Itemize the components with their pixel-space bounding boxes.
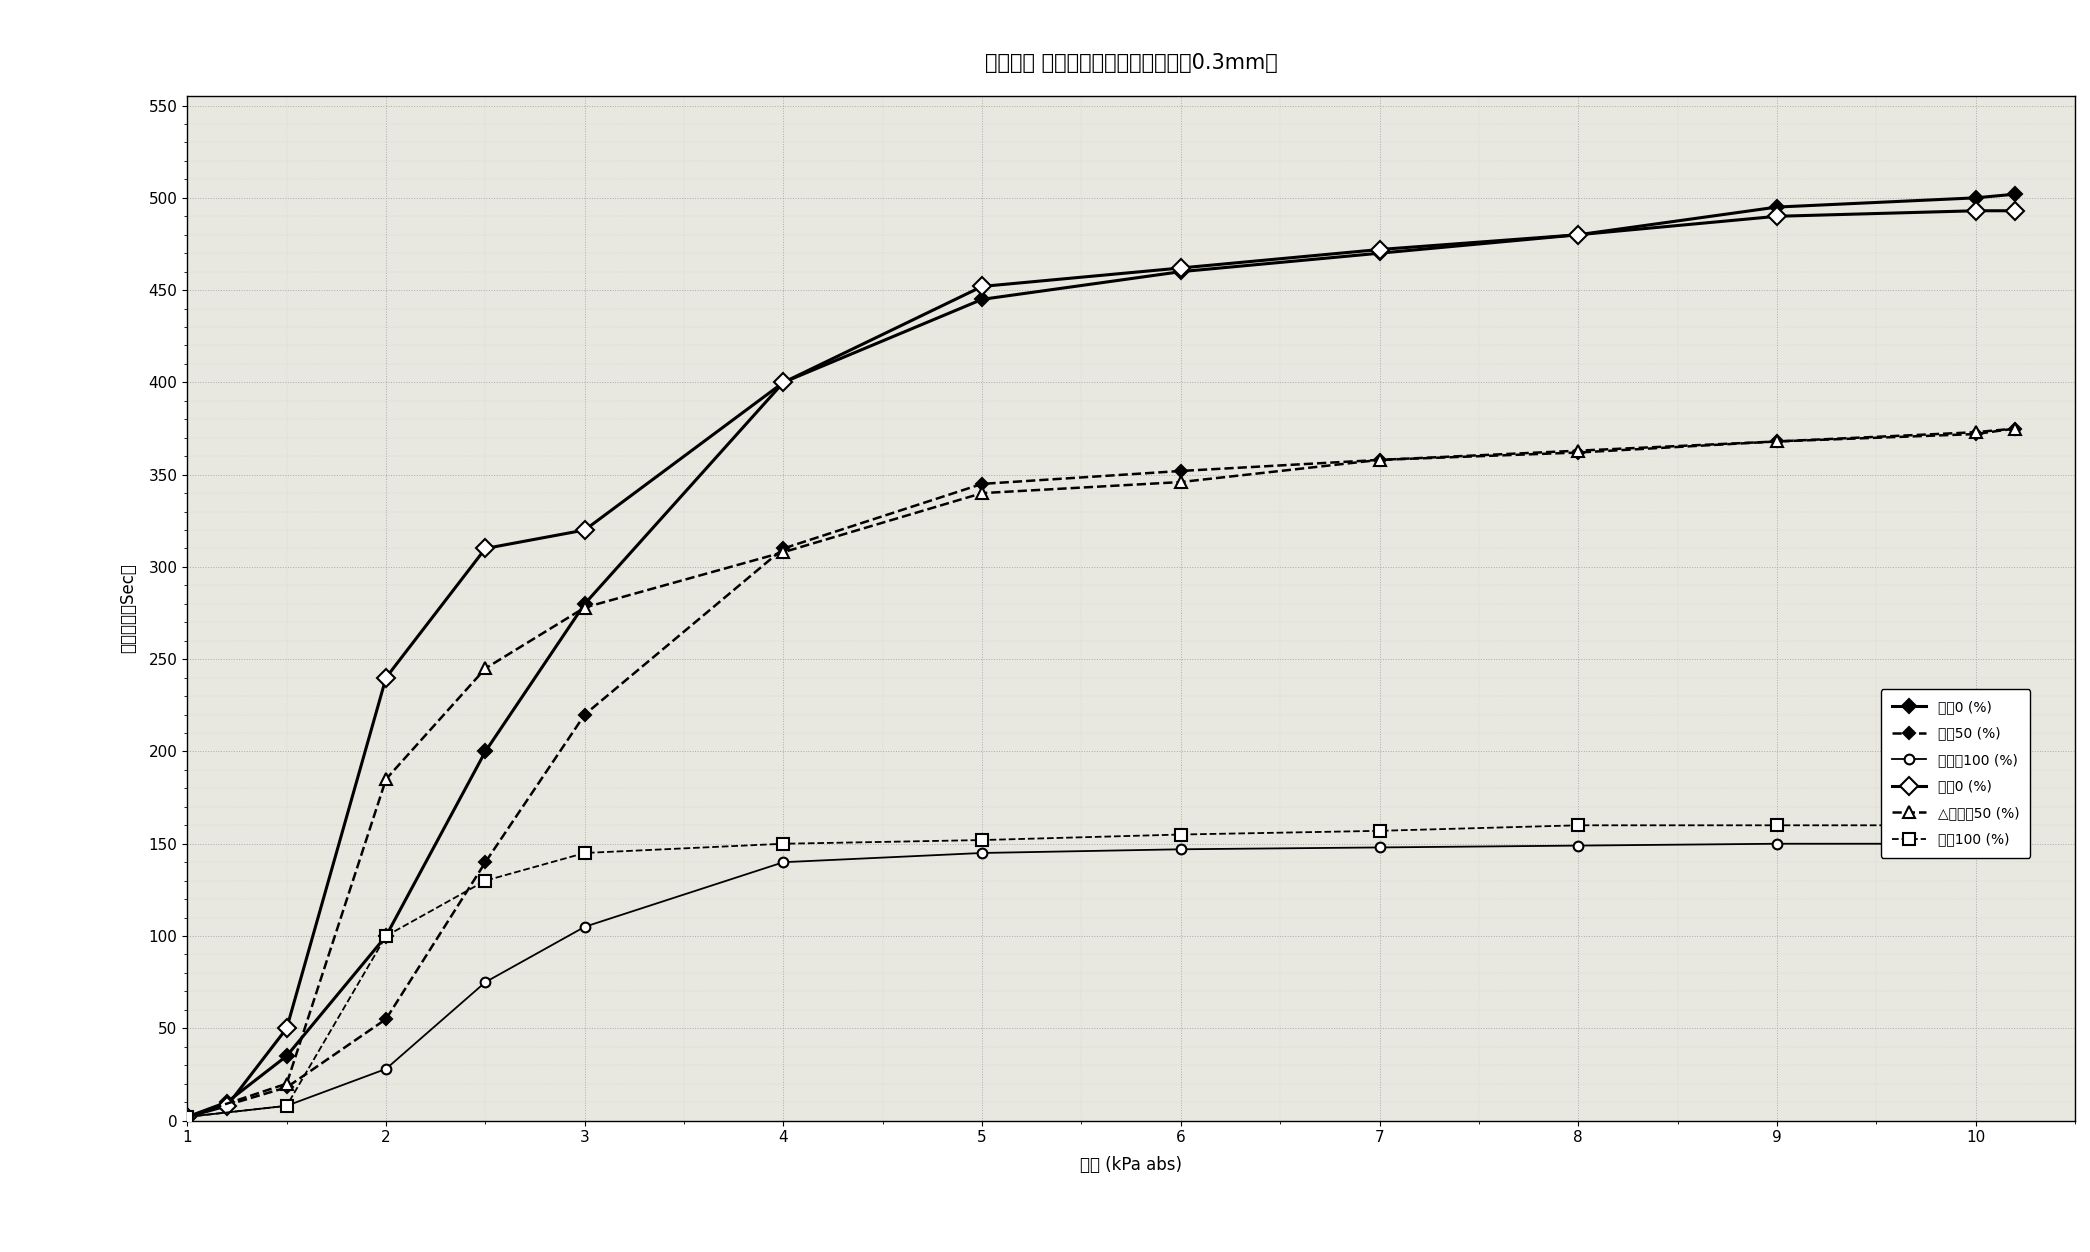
Legend: 干燥0 (%), 干燥50 (%), ・干燥100 (%), 実机0 (%), △・実机50 (%), 実机100 (%): 干燥0 (%), 干燥50 (%), ・干燥100 (%), 実机0 (%), … (1881, 689, 2029, 858)
Y-axis label: 到达时间（Sec）: 到达时间（Sec） (119, 563, 138, 654)
Title: 干燥试验 氢浓度判定图【节流孔直径0.3mm】: 干燥试验 氢浓度判定图【节流孔直径0.3mm】 (984, 53, 1277, 73)
X-axis label: 初压 (kPa abs): 初压 (kPa abs) (1081, 1157, 1183, 1174)
